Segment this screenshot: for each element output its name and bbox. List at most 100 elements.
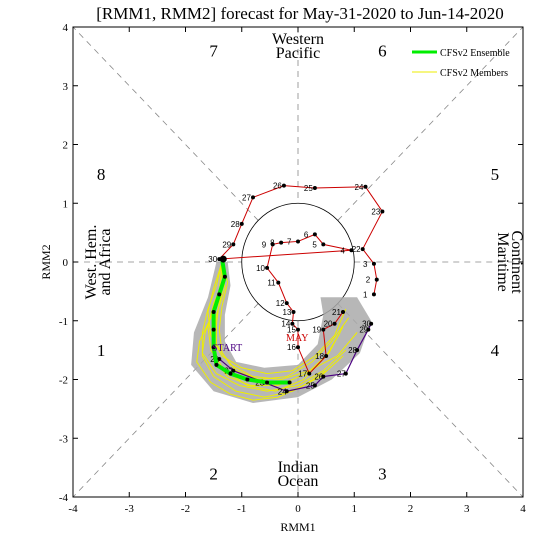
region-label-right: Maritime: [494, 232, 511, 292]
observed-day-label: 30: [208, 255, 217, 264]
observed-point: [380, 209, 385, 214]
member-line: [215, 261, 358, 381]
observed-point: [321, 242, 326, 247]
observed-day-label: 21: [332, 308, 341, 317]
observed-day-label: 29: [222, 240, 231, 249]
phase-number: 1: [97, 341, 106, 360]
forecast-point: [355, 348, 360, 353]
forecast-day-label: 30: [362, 320, 371, 329]
observed-day-label: 24: [355, 183, 364, 192]
observed-day-label: 23: [371, 207, 380, 216]
y-tick-label: 3: [63, 81, 69, 93]
phase-number: 6: [378, 42, 387, 61]
observed-point: [371, 261, 376, 266]
observed-point: [374, 277, 379, 282]
phase-number: 4: [491, 341, 500, 360]
x-tick-label: 2: [408, 503, 414, 515]
observed-point: [312, 232, 317, 237]
x-tick-label: -1: [237, 503, 246, 515]
forecast-point: [369, 321, 374, 326]
phase-number: 7: [209, 42, 218, 61]
forecast-point: [217, 356, 222, 361]
observed-day-label: 18: [315, 352, 324, 361]
forecast-point: [343, 371, 348, 376]
ensemble-point: [222, 274, 227, 279]
observed-point: [360, 247, 365, 252]
forecast-day-label: 27: [337, 370, 346, 379]
legend-label: CFSv2 Members: [440, 68, 508, 79]
phase-number: 8: [97, 165, 106, 184]
ensemble-point: [287, 380, 292, 385]
region-label-bottom: Ocean: [278, 473, 319, 490]
observed-point: [231, 242, 236, 247]
x-tick-label: -4: [68, 503, 78, 515]
observed-day-label: 2: [366, 276, 371, 285]
observed-day-label: 5: [312, 240, 317, 249]
observed-point: [281, 183, 286, 188]
phase-number: 3: [378, 465, 387, 484]
forecast-point: [284, 389, 289, 394]
observed-day-label: 14: [281, 320, 290, 329]
observed-point: [296, 327, 300, 332]
region-label-right: Continent: [508, 230, 525, 294]
ensemble-point: [214, 362, 219, 367]
observed-point: [312, 185, 317, 190]
start-annotation: START: [212, 343, 242, 354]
observed-point: [296, 345, 300, 350]
y-tick-label: 0: [63, 257, 69, 269]
observed-day-label: 10: [256, 264, 265, 273]
region-label-left: and Africa: [97, 228, 114, 295]
member-line: [218, 261, 350, 381]
observed-point: [296, 239, 300, 244]
observed-day-label: 12: [276, 299, 285, 308]
forecast-point: [366, 327, 371, 332]
observed-point: [276, 280, 281, 285]
observed-day-label: 28: [231, 220, 240, 229]
observed-day-label: 16: [287, 343, 296, 352]
observed-point: [270, 242, 275, 247]
y-axis-label: RMM2: [39, 244, 53, 279]
forecast-point: [312, 383, 317, 388]
observed-day-label: 25: [304, 184, 313, 193]
observed-point: [324, 354, 329, 358]
phase-number: 2: [209, 465, 218, 484]
x-tick-label: 4: [520, 503, 526, 515]
region-label-top: Western: [272, 31, 324, 48]
x-tick-label: -3: [125, 503, 135, 515]
observed-line: [217, 185, 383, 375]
ensemble-point: [265, 380, 270, 385]
observed-point: [251, 195, 255, 200]
guide-diagonal: [337, 303, 524, 498]
observed-point: [239, 221, 244, 226]
guide-diagonal: [72, 26, 259, 221]
observed-day-label: 11: [267, 279, 276, 288]
chart-title: [RMM1, RMM2] forecast for May-31-2020 to…: [96, 4, 503, 23]
start-point: [219, 255, 227, 263]
y-tick-label: -3: [59, 433, 69, 445]
region-label-top: Pacific: [276, 45, 320, 62]
member-line: [207, 261, 347, 375]
ensemble-point: [217, 292, 222, 297]
observed-point: [290, 321, 295, 326]
phase-number: 5: [491, 165, 500, 184]
forecast-point: [231, 368, 236, 373]
y-tick-label: -2: [59, 375, 68, 387]
observed-point: [284, 301, 289, 306]
observed-day-label: 3: [363, 260, 368, 269]
forecast-point: [321, 374, 326, 379]
observed-day-label: 20: [324, 320, 333, 329]
ensemble-point: [211, 309, 216, 314]
ensemble-point: [211, 345, 216, 350]
may-annotation: MAY: [286, 333, 308, 344]
y-tick-label: 2: [63, 140, 69, 152]
x-tick-label: 1: [352, 503, 358, 515]
x-tick-label: 3: [464, 503, 470, 515]
observed-path: 1232223242526272829304567891011121314151…: [208, 182, 385, 379]
observed-point: [265, 265, 270, 270]
ensemble-point: [245, 377, 250, 382]
observed-point: [279, 240, 284, 245]
observed-day-label: 22: [352, 245, 361, 254]
observed-day-label: 15: [287, 326, 296, 335]
